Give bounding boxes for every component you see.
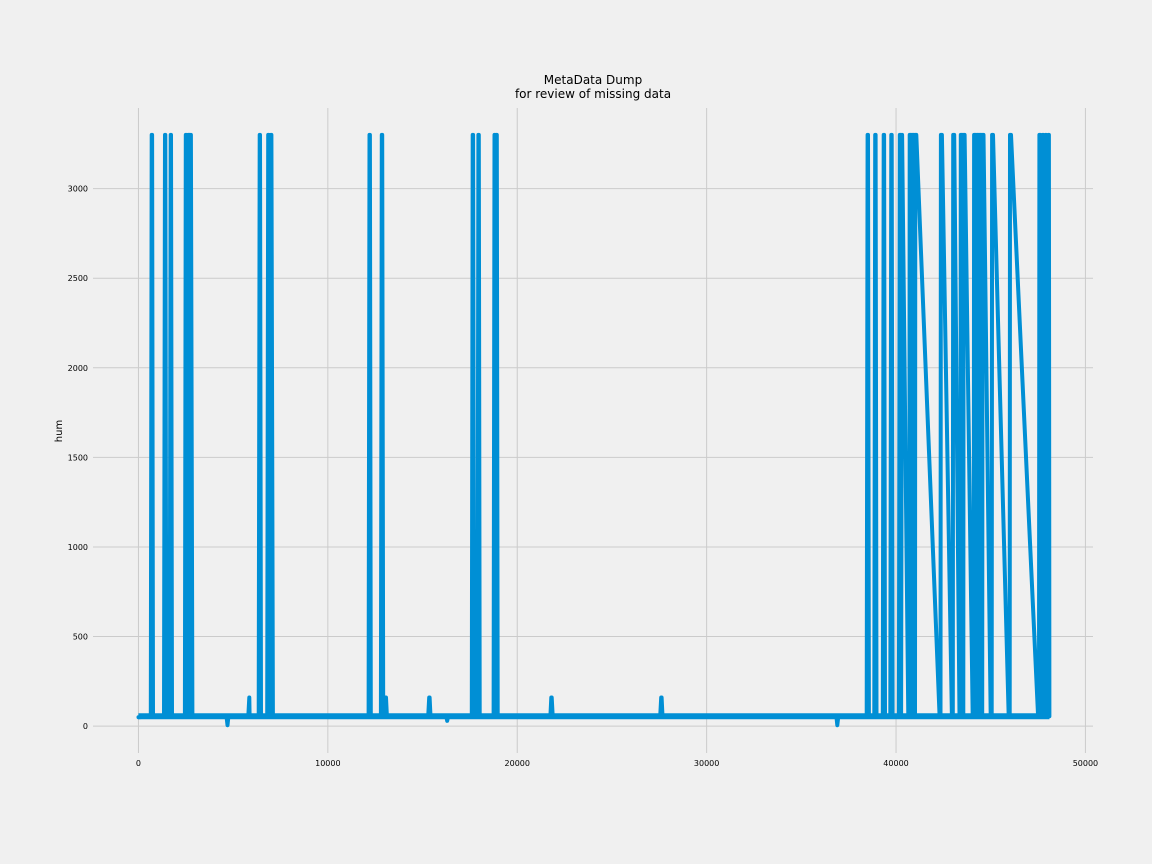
x-tick-label: 30000 — [694, 759, 719, 768]
y-tick-label: 0 — [83, 722, 88, 731]
y-tick-label: 2000 — [68, 364, 88, 373]
y-tick-label: 500 — [73, 633, 88, 642]
x-tick-label: 10000 — [315, 759, 340, 768]
chart-subtitle: for review of missing data — [515, 87, 671, 101]
chart-title: MetaData Dump — [544, 73, 642, 87]
x-tick-label: 50000 — [1073, 759, 1098, 768]
y-tick-label: 1000 — [68, 543, 88, 552]
y-tick-label: 2500 — [68, 274, 88, 283]
x-tick-label: 40000 — [883, 759, 908, 768]
y-tick-label: 3000 — [68, 185, 88, 194]
y-axis-label: hum — [54, 420, 65, 442]
plot-area — [136, 132, 1052, 728]
x-tick-label: 20000 — [505, 759, 530, 768]
series-line — [136, 132, 1052, 728]
x-tick-label: 0 — [136, 759, 141, 768]
tick-labels: 0 10000 20000 30000 40000 50000 0 500 1000 1500 20… — [68, 185, 1099, 768]
y-tick-label: 1500 — [68, 453, 88, 462]
